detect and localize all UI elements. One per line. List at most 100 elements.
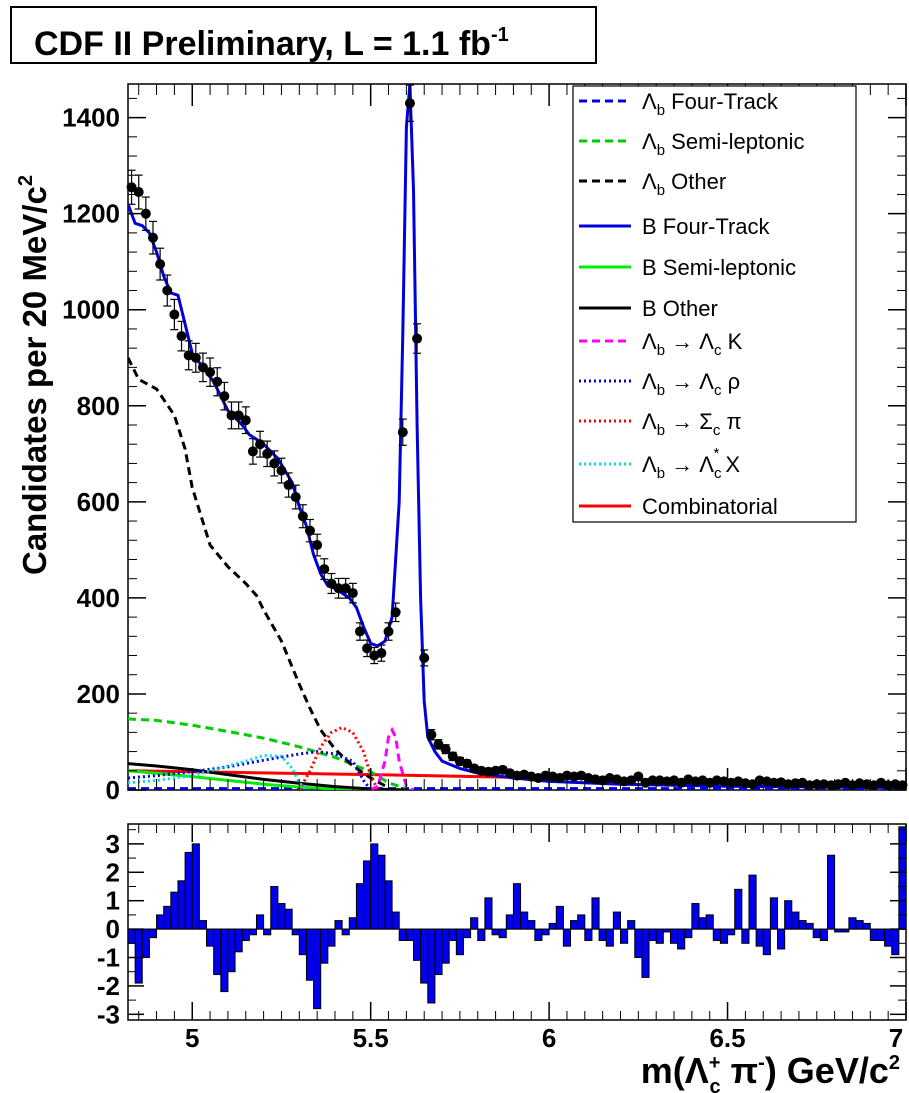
legend-entry: Λb Four-Track — [642, 89, 779, 119]
curve-Λb → Λc ρ — [128, 750, 372, 790]
legend-entry: Λb Other — [642, 169, 726, 199]
residual-bar — [170, 891, 179, 930]
residual-bar — [884, 928, 893, 947]
legend-symbol: Λ — [642, 409, 657, 434]
residual-bar — [527, 920, 536, 930]
data-point — [319, 564, 330, 575]
data-point — [426, 729, 437, 740]
residual-bar — [320, 928, 329, 964]
residual-bar — [691, 903, 700, 930]
residual-bar — [220, 928, 229, 993]
data-point — [347, 588, 358, 599]
legend-symbol: Λ — [642, 452, 657, 477]
legend-symbol: Λ — [642, 129, 657, 154]
data-point — [397, 427, 408, 438]
data-point — [126, 182, 137, 193]
residual-bar — [284, 908, 293, 930]
legend-text-tail: X — [719, 452, 740, 477]
residual-bar — [505, 914, 514, 930]
residual-bar — [798, 920, 807, 930]
residual-bar — [355, 883, 365, 930]
data-point — [240, 415, 251, 426]
residual-bar — [263, 928, 272, 936]
legend-subscript: c — [714, 382, 722, 399]
y-tick-label: 200 — [77, 679, 120, 709]
data-point — [176, 331, 187, 342]
x-axis-title-part: c — [709, 1076, 720, 1093]
data-point — [790, 778, 801, 789]
legend-text: → Λ — [665, 452, 714, 477]
data-point — [412, 333, 423, 344]
curve-Λb → Λc* X — [128, 753, 308, 790]
data-point — [462, 758, 473, 769]
residual-bar — [128, 928, 136, 944]
residual-bar — [448, 928, 457, 941]
data-point — [897, 780, 908, 791]
legend-entry: B Other — [642, 296, 718, 321]
y-tick-label: 1000 — [62, 295, 120, 325]
residual-bar — [591, 897, 600, 930]
x-tick-label: 5 — [185, 1023, 199, 1053]
res-y-tick-label: 1 — [106, 886, 120, 916]
residual-bar — [413, 928, 422, 961]
legend-entry: Λb → Λc ρ — [642, 369, 740, 399]
residual-bar — [791, 911, 800, 930]
data-point — [404, 98, 415, 109]
residual-bar — [163, 905, 172, 930]
legend-text: Semi-leptonic — [665, 129, 804, 154]
residual-bar — [184, 851, 193, 930]
data-point — [269, 458, 280, 469]
residual-bar — [862, 922, 871, 930]
data-points — [126, 84, 908, 791]
residual-bar — [755, 928, 764, 947]
residual-bar — [491, 928, 500, 936]
residual-bar — [198, 920, 208, 930]
residual-bar — [641, 928, 650, 978]
legend-text-tail: π — [720, 409, 741, 434]
curve-B Other — [128, 762, 407, 790]
res-y-tick-label: -2 — [97, 971, 120, 1001]
data-point — [633, 771, 644, 782]
residual-bar — [598, 928, 607, 941]
residual-bar — [869, 928, 878, 941]
data-point — [247, 446, 258, 457]
legend-text: → Λ — [665, 369, 714, 394]
residual-bar — [313, 928, 322, 1010]
residual-bar — [341, 928, 350, 936]
data-point — [212, 376, 223, 387]
data-point — [255, 439, 266, 450]
legend-entry: Λb → Σc π — [642, 409, 742, 439]
data-point — [290, 492, 301, 503]
residual-bar — [420, 928, 429, 984]
chart-title: CDF II Preliminary, L = 1.1 fb — [34, 25, 491, 63]
residual-bar — [541, 928, 550, 936]
legend-symbol: Λ — [642, 169, 657, 194]
x-tick-label: 6.5 — [709, 1023, 745, 1053]
residual-bar — [470, 917, 479, 930]
residual-bar — [191, 843, 200, 930]
residual-bar — [348, 917, 357, 930]
data-point — [155, 259, 166, 270]
residual-bar — [148, 928, 158, 939]
residual-bar — [206, 928, 215, 947]
data-point — [383, 626, 394, 637]
legend-symbol: Λ — [642, 89, 657, 114]
residual-bar — [291, 928, 300, 936]
legend-text: → Λ — [665, 329, 714, 354]
legend-entry: B Four-Track — [642, 214, 771, 239]
residual-bar — [484, 897, 493, 930]
residual-bar — [584, 928, 593, 941]
data-point — [376, 648, 387, 659]
legend-subscript: b — [657, 102, 665, 119]
data-point — [647, 775, 658, 786]
residual-bar — [669, 928, 679, 944]
x-tick-label: 6 — [542, 1023, 556, 1053]
legend-text: B Other — [642, 296, 718, 321]
data-point — [297, 511, 308, 522]
data-point — [354, 626, 365, 637]
axis-labels: Candidates per 20 MeV/c2m(Λ+ c π-) GeV/c2 — [15, 175, 900, 1093]
data-point — [133, 187, 144, 198]
residual-bar — [248, 928, 257, 936]
residual-bar — [777, 928, 786, 950]
